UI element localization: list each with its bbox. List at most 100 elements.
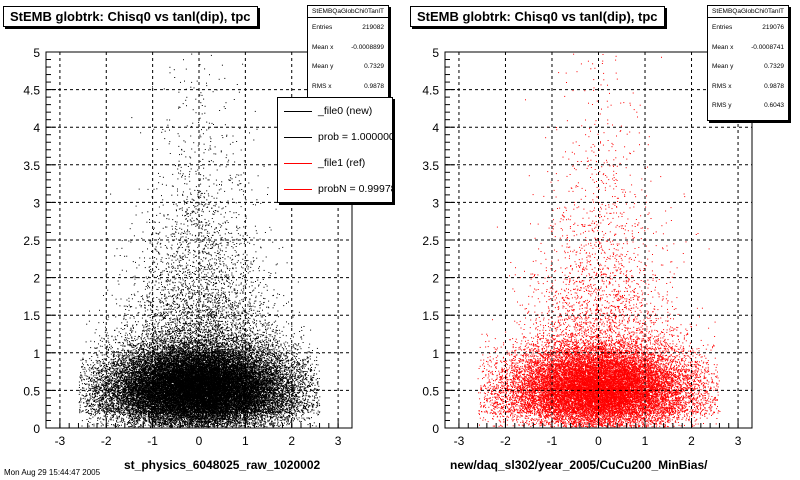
scatter-point	[286, 360, 288, 362]
scatter-point	[135, 358, 137, 360]
scatter-point	[100, 376, 102, 378]
scatter-point	[211, 410, 213, 412]
scatter-point	[138, 363, 140, 365]
scatter-point	[208, 326, 210, 328]
scatter-point	[277, 396, 279, 398]
scatter-point	[205, 349, 207, 351]
scatter-point	[144, 313, 146, 315]
scatter-point	[134, 408, 136, 410]
scatter-point	[179, 340, 181, 342]
scatter-point	[143, 362, 145, 364]
scatter-point	[141, 237, 143, 239]
scatter-point	[279, 400, 281, 402]
scatter-point	[196, 237, 198, 239]
scatter-point	[152, 368, 154, 370]
scatter-point	[204, 419, 206, 421]
scatter-point	[177, 418, 179, 419]
scatter-point	[300, 371, 301, 373]
scatter-point	[205, 229, 207, 231]
scatter-point	[229, 387, 231, 389]
scatter-point	[217, 358, 219, 360]
scatter-point	[171, 403, 172, 405]
scatter-point	[137, 387, 139, 389]
scatter-point	[285, 388, 287, 389]
scatter-point	[165, 420, 167, 422]
scatter-point	[111, 384, 113, 386]
scatter-point	[242, 308, 244, 310]
scatter-point	[284, 406, 286, 408]
scatter-point	[185, 295, 186, 297]
scatter-point	[317, 403, 319, 405]
scatter-point	[165, 281, 167, 283]
scatter-point	[199, 64, 201, 66]
scatter-point	[85, 393, 87, 395]
scatter-point	[106, 351, 108, 352]
scatter-point	[245, 365, 247, 367]
scatter-point	[223, 355, 225, 357]
scatter-point	[110, 404, 112, 406]
scatter-point	[247, 347, 249, 349]
scatter-point	[186, 301, 188, 303]
scatter-point	[221, 245, 223, 247]
scatter-point	[116, 408, 118, 410]
scatter-point	[146, 295, 148, 297]
scatter-point	[281, 411, 283, 413]
scatter-point	[94, 374, 96, 376]
scatter-point	[80, 372, 82, 374]
scatter-point	[146, 379, 148, 381]
scatter-point	[303, 417, 305, 419]
scatter-point	[197, 333, 199, 335]
scatter-point	[104, 381, 106, 383]
scatter-point	[235, 418, 237, 420]
scatter-point	[178, 424, 180, 425]
scatter-point	[80, 377, 82, 379]
scatter-point	[221, 283, 222, 285]
scatter-point	[232, 423, 234, 425]
scatter-point	[115, 369, 117, 371]
scatter-point	[234, 263, 236, 265]
scatter-point	[220, 423, 222, 425]
scatter-point	[121, 322, 123, 324]
scatter-point	[216, 342, 218, 344]
scatter-point	[153, 227, 155, 229]
scatter-point	[161, 363, 162, 365]
scatter-point	[164, 294, 166, 296]
scatter-point	[244, 350, 246, 352]
scatter-point	[109, 400, 111, 402]
scatter-point	[204, 337, 206, 338]
scatter-point	[208, 355, 209, 357]
scatter-point	[288, 407, 290, 408]
scatter-point	[252, 415, 254, 417]
scatter-point	[160, 306, 162, 308]
scatter-point	[128, 389, 129, 390]
scatter-point	[158, 253, 160, 255]
scatter-point	[115, 381, 117, 383]
scatter-point	[89, 388, 91, 390]
scatter-point	[236, 328, 238, 330]
scatter-point	[99, 410, 101, 412]
scatter-point	[122, 348, 124, 350]
scatter-point	[231, 274, 233, 276]
scatter-point	[190, 339, 192, 341]
scatter-point	[99, 394, 101, 396]
scatter-point	[231, 280, 233, 282]
scatter-point	[265, 407, 266, 409]
scatter-point	[129, 420, 130, 422]
scatter-point	[82, 368, 84, 370]
scatter-point	[98, 406, 100, 408]
scatter-point	[236, 355, 238, 357]
scatter-point	[135, 406, 137, 408]
scatter-point	[244, 260, 246, 262]
scatter-point	[137, 426, 139, 428]
scatter-point	[140, 367, 142, 369]
scatter-point	[277, 420, 279, 422]
scatter-point	[286, 407, 287, 409]
scatter-point	[135, 214, 137, 216]
scatter-point	[159, 338, 161, 340]
scatter-point	[210, 254, 212, 256]
scatter-point	[159, 369, 161, 370]
scatter-point	[132, 412, 134, 414]
scatter-point	[268, 360, 270, 361]
scatter-point	[148, 266, 150, 268]
scatter-point	[229, 353, 231, 355]
